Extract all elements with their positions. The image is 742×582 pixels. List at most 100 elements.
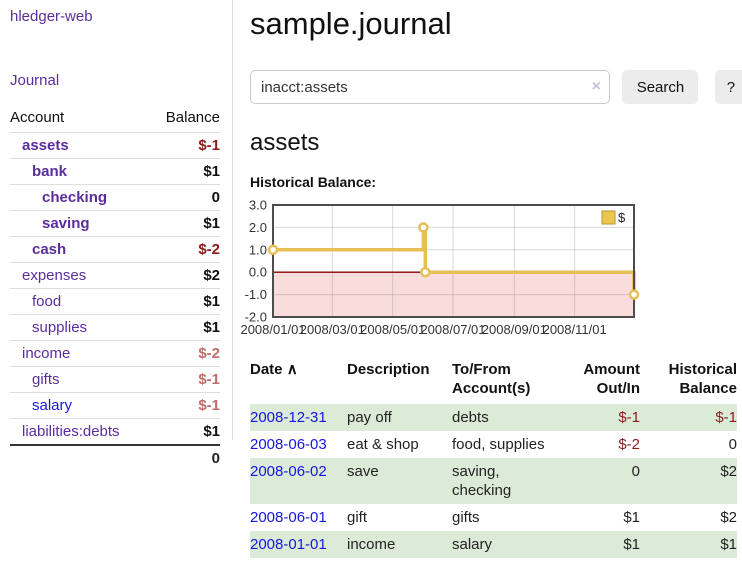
transaction-row: 2008-01-01 income salary $1 $1 [250, 531, 737, 558]
transaction-balance: $1 [720, 536, 737, 553]
account-link[interactable]: liabilities:debts [22, 423, 120, 440]
accounts-total-value: 0 [150, 444, 220, 471]
account-link[interactable]: supplies [32, 319, 88, 336]
transaction-accounts: gifts [452, 509, 480, 526]
sort-ascending-icon: ∧ [286, 361, 298, 378]
account-row: checking 0 [10, 184, 220, 211]
column-header-balance[interactable]: Historical Balance [668, 361, 737, 397]
svg-text:0.0: 0.0 [249, 265, 267, 280]
transaction-balance: 0 [728, 436, 737, 453]
account-link[interactable]: income [22, 345, 71, 362]
account-link[interactable]: gifts [32, 371, 60, 388]
account-balance: $-2 [150, 340, 220, 367]
svg-text:3.0: 3.0 [249, 198, 267, 213]
transaction-accounts: debts [452, 409, 489, 426]
page-title: sample.journal [250, 6, 452, 41]
transaction-description: pay off [347, 409, 392, 426]
historical-balance-chart: $3.0 2.0 1.0 0.0 -1.0 -2.0 2008/01/01 2008/03/0… [240, 198, 742, 337]
account-row: saving $1 [10, 210, 220, 237]
transaction-accounts: food, supplies [452, 436, 545, 453]
transaction-balance: $2 [720, 463, 737, 480]
svg-text:2008/07/01: 2008/07/01 [420, 322, 485, 337]
svg-text:-1.0: -1.0 [245, 287, 267, 302]
account-link[interactable]: checking [42, 189, 108, 206]
clear-search-icon[interactable]: × [591, 78, 601, 95]
account-row: income $-2 [10, 340, 220, 367]
transaction-date-link[interactable]: 2008-06-03 [250, 436, 327, 453]
account-balance: $-1 [150, 132, 220, 159]
svg-text:2008/11/01: 2008/11/01 [543, 322, 607, 337]
column-header-amount[interactable]: Amount Out/In [583, 361, 640, 397]
column-header-date[interactable]: Date ∧ [250, 361, 298, 378]
account-link[interactable]: salary [32, 397, 73, 414]
accounts-total-row: 0 [10, 444, 220, 471]
transaction-row: 2008-06-02 save saving, checking 0 $2 [250, 458, 737, 504]
transaction-row: 2008-06-01 gift gifts $1 $2 [250, 504, 737, 531]
account-balance: $-2 [150, 236, 220, 263]
column-header-description[interactable]: Description [347, 361, 430, 378]
account-row: assets $-1 [10, 132, 220, 159]
accounts-header-account: Account [10, 109, 65, 126]
sidebar-item-journal[interactable]: Journal [10, 72, 60, 89]
svg-text:2008/09/01: 2008/09/01 [482, 322, 547, 337]
transaction-row: 2008-12-31 pay off debts $-1 $-1 [250, 404, 737, 431]
transaction-balance: $2 [720, 509, 737, 526]
account-row: salary $-1 [10, 392, 220, 419]
account-link[interactable]: saving [42, 215, 90, 232]
account-row: liabilities:debts $1 [10, 418, 220, 445]
account-row: cash $-2 [10, 236, 220, 263]
column-header-accounts[interactable]: To/From Account(s) [452, 361, 531, 397]
account-balance: $-1 [150, 392, 220, 419]
svg-text:2008/05/01: 2008/05/01 [360, 322, 425, 337]
svg-text:2008/03/01: 2008/03/01 [300, 322, 365, 337]
account-balance: $1 [150, 288, 220, 315]
account-link[interactable]: food [32, 293, 62, 310]
svg-text:2008/01/01: 2008/01/01 [240, 322, 305, 337]
transaction-description: income [347, 536, 396, 553]
chart-title: Historical Balance: [250, 174, 377, 190]
account-link[interactable]: bank [32, 163, 68, 180]
transaction-date-link[interactable]: 2008-12-31 [250, 409, 327, 426]
transaction-description: save [347, 463, 379, 480]
account-row: expenses $2 [10, 262, 220, 289]
transaction-date-link[interactable]: 2008-06-01 [250, 509, 327, 526]
transaction-accounts: salary [452, 536, 493, 553]
transactions-table: Date ∧ Description To/From Account(s) Am… [250, 358, 737, 558]
search-button[interactable]: Search [622, 70, 699, 104]
account-balance: $1 [150, 158, 220, 185]
transaction-amount: 0 [631, 463, 640, 480]
account-balance: 0 [150, 184, 220, 211]
transaction-description: gift [347, 509, 368, 526]
svg-text:1.0: 1.0 [249, 242, 267, 257]
account-balance: $1 [150, 314, 220, 341]
account-heading: assets [250, 129, 320, 156]
help-button[interactable]: ? [714, 70, 742, 104]
account-balance: $-1 [150, 366, 220, 393]
account-balance: $2 [150, 262, 220, 289]
transaction-date-link[interactable]: 2008-06-02 [250, 463, 327, 480]
main-content: sample.journal × Search ? assets Histori… [240, 0, 742, 558]
accounts-header-balance: Balance [165, 109, 220, 126]
account-row: bank $1 [10, 158, 220, 185]
search-form: × Search ? [250, 70, 742, 104]
accounts-table: Account Balance assets $-1 bank $1 checking 0… [10, 105, 220, 471]
transaction-description: eat & shop [347, 436, 419, 453]
transaction-amount: $-2 [618, 436, 640, 453]
transaction-amount: $1 [623, 536, 640, 553]
account-link[interactable]: cash [32, 241, 67, 258]
transaction-amount: $-1 [618, 409, 640, 426]
account-balance: $1 [150, 210, 220, 237]
account-link[interactable]: expenses [22, 267, 87, 284]
app-title-link[interactable]: hledger-web [10, 8, 93, 25]
transaction-date-link[interactable]: 2008-01-01 [250, 536, 327, 553]
transaction-balance: $-1 [715, 409, 737, 426]
svg-text:2.0: 2.0 [249, 220, 267, 235]
svg-text:-2.0: -2.0 [245, 310, 267, 325]
sidebar: hledger-web Journal Account Balance asse… [0, 0, 233, 471]
account-link[interactable]: assets [22, 137, 69, 154]
account-row: gifts $-1 [10, 366, 220, 393]
account-row: food $1 [10, 288, 220, 315]
search-input[interactable] [250, 70, 610, 104]
transaction-accounts: saving, checking [452, 463, 512, 499]
svg-text:$: $ [618, 210, 626, 225]
